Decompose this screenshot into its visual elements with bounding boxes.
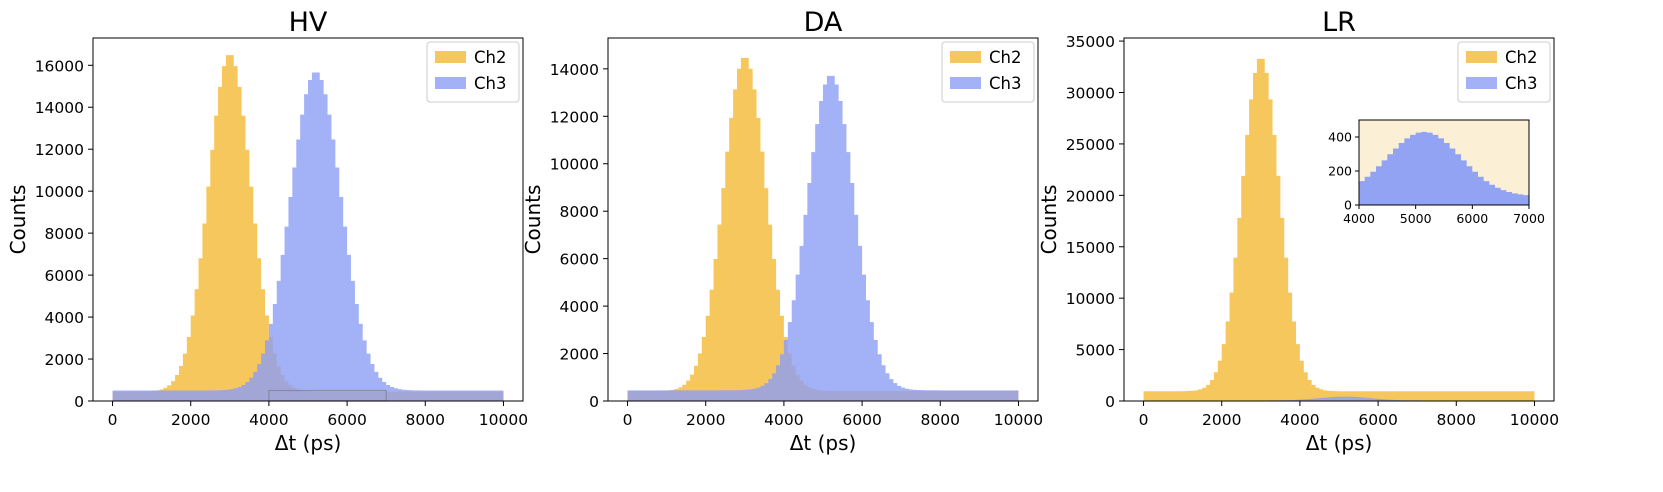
- panel-lr: 0 2000 4000 6000 8000 10000050001000015000200…: [1037, 7, 1559, 455]
- x-tick-label: 2000: [1202, 411, 1241, 429]
- x-tick-label: 8000: [921, 411, 960, 429]
- y-tick-label: 0: [589, 393, 599, 411]
- inset-x-tick-label: 5000: [1400, 211, 1432, 226]
- y-tick-label: 2000: [560, 346, 599, 364]
- histogram-ch2: [112, 55, 504, 401]
- y-tick-label: 30000: [1066, 85, 1115, 103]
- x-tick-label: 0: [1139, 411, 1149, 429]
- axes-frame: [92, 37, 524, 402]
- y-tick-label: 4000: [560, 298, 599, 316]
- histogram-ch2: [627, 57, 1019, 401]
- chart-title: DA: [804, 7, 843, 38]
- inset-y-tick-label: 200: [1328, 164, 1352, 179]
- legend-swatch-ch2: [1466, 51, 1497, 63]
- histogram-ch3: [627, 75, 1019, 402]
- x-tick-label: 10000: [1510, 411, 1559, 429]
- y-tick-label: 35000: [1066, 33, 1115, 51]
- legend-swatch-ch3: [1466, 77, 1497, 89]
- x-tick-label: 8000: [1437, 411, 1476, 429]
- y-axis-label: Counts: [1037, 185, 1061, 255]
- x-tick-label: 10000: [479, 411, 528, 429]
- legend-label-ch2: Ch2: [1505, 48, 1537, 67]
- histogram-ch3: [1143, 396, 1535, 401]
- chart-title: LR: [1322, 7, 1356, 38]
- x-tick-label: 6000: [1358, 411, 1397, 429]
- y-tick-label: 6000: [45, 267, 84, 285]
- y-tick-label: 0: [74, 393, 84, 411]
- y-tick-label: 8000: [560, 203, 599, 221]
- inset-axes: 4000 5000 6000 7000 0 200 400: [1328, 119, 1545, 226]
- x-axis-label: Δt (ps): [790, 431, 857, 455]
- x-tick-label: 6000: [842, 411, 881, 429]
- legend-label-ch2: Ch2: [474, 48, 506, 67]
- y-tick-label: 14000: [35, 99, 84, 117]
- legend-label-ch3: Ch3: [474, 74, 506, 93]
- x-tick-label: 6000: [327, 411, 366, 429]
- y-tick-label: 2000: [45, 351, 84, 369]
- panel-da: 0 2000 4000 6000 8000 10000 0 2000 4000 6000 8000 1…: [521, 7, 1043, 455]
- x-tick-label: 8000: [406, 411, 445, 429]
- x-tick-label: 4000: [249, 411, 288, 429]
- y-tick-label: 10000: [550, 156, 599, 174]
- axes-frame: [1123, 37, 1555, 402]
- inset-x-tick-label: 7000: [1513, 211, 1545, 226]
- histogram-ch3: [112, 72, 504, 401]
- legend-label-ch2: Ch2: [989, 48, 1021, 67]
- legend-swatch-ch3: [950, 77, 981, 89]
- legend-swatch-ch2: [950, 51, 981, 63]
- x-tick-label: 4000: [1280, 411, 1319, 429]
- y-axis-label: Counts: [6, 185, 30, 255]
- x-axis-label: Δt (ps): [275, 431, 342, 455]
- y-tick-label: 10000: [1066, 290, 1115, 308]
- y-tick-label: 15000: [1066, 239, 1115, 257]
- y-tick-label: 12000: [550, 108, 599, 126]
- y-axis-label: Counts: [521, 185, 545, 255]
- x-tick-label: 0: [108, 411, 118, 429]
- y-tick-label: 0: [1105, 393, 1115, 411]
- y-tick-label: 14000: [550, 61, 599, 79]
- axes-frame: [607, 37, 1039, 402]
- x-tick-label: 2000: [171, 411, 210, 429]
- x-tick-label: 10000: [994, 411, 1043, 429]
- y-tick-label: 4000: [45, 309, 84, 327]
- y-tick-label: 10000: [35, 183, 84, 201]
- y-tick-label: 5000: [1076, 342, 1115, 360]
- inset-histogram-ch3: [1359, 131, 1529, 205]
- y-tick-label: 16000: [35, 57, 84, 75]
- x-tick-label: 4000: [764, 411, 803, 429]
- y-tick-label: 20000: [1066, 187, 1115, 205]
- y-tick-label: 8000: [45, 225, 84, 243]
- x-axis-label: Δt (ps): [1306, 431, 1373, 455]
- histogram-ch2: [1143, 58, 1535, 401]
- legend-swatch-ch3: [435, 77, 466, 89]
- y-tick-label: 6000: [560, 251, 599, 269]
- chart-title: HV: [289, 7, 328, 38]
- inset-y-tick-label: 0: [1344, 198, 1352, 213]
- x-tick-label: 0: [623, 411, 633, 429]
- y-tick-label: 12000: [35, 141, 84, 159]
- inset-x-tick-label: 6000: [1456, 211, 1488, 226]
- inset-y-tick-label: 400: [1328, 130, 1352, 145]
- legend-label-ch3: Ch3: [989, 74, 1021, 93]
- inset-frame: [1358, 119, 1530, 206]
- x-tick-label: 2000: [686, 411, 725, 429]
- legend-label-ch3: Ch3: [1505, 74, 1537, 93]
- y-tick-label: 25000: [1066, 136, 1115, 154]
- legend-swatch-ch2: [435, 51, 466, 63]
- panel-hv: 0 2000 4000 6000 8000 10000 0 2000 4000 6000 8000 1…: [6, 7, 528, 455]
- inset-x-tick-label: 4000: [1343, 211, 1375, 226]
